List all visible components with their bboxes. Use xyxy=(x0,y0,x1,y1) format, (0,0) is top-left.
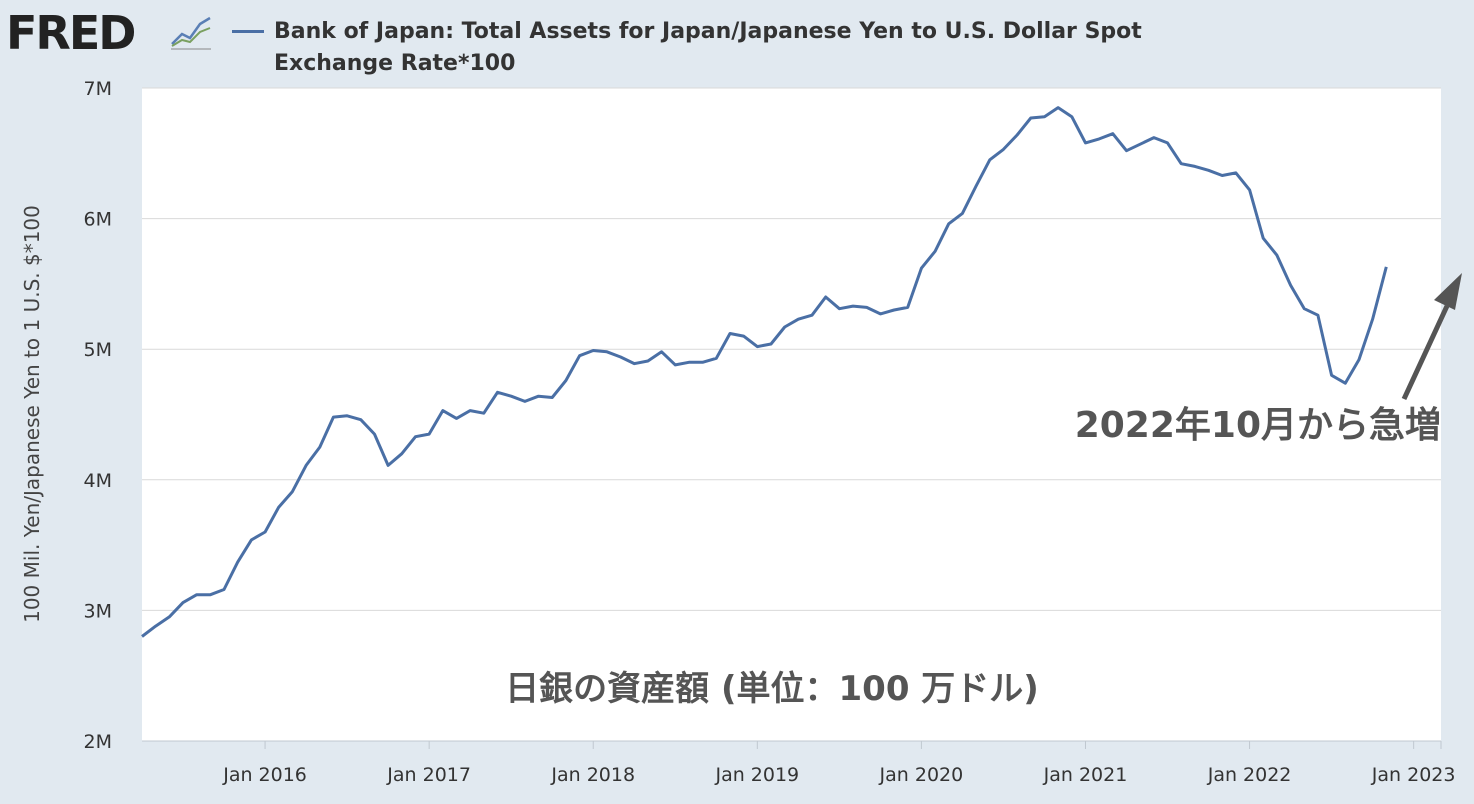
y-tick-label: 3M xyxy=(84,600,112,622)
y-tick-label: 7M xyxy=(84,78,112,100)
x-tick-label: Jan 2020 xyxy=(879,764,964,786)
series-line xyxy=(141,106,1388,638)
annotation-increase: 2022年10月から急増 xyxy=(1075,405,1441,446)
annotation-units: 日銀の資産額 (単位：100 万ドル) xyxy=(505,669,1039,709)
x-tick-label: Jan 2017 xyxy=(386,764,471,786)
y-tick-label: 2M xyxy=(84,731,112,753)
x-tick-label: Jan 2019 xyxy=(714,764,799,786)
x-tick-label: Jan 2016 xyxy=(222,764,307,786)
plot-area xyxy=(142,88,1441,741)
chart-title: Bank of Japan: Total Assets for Japan/Ja… xyxy=(274,19,1142,76)
x-tick-label: Jan 2023 xyxy=(1371,764,1456,786)
x-tick-label: Jan 2021 xyxy=(1043,764,1128,786)
y-tick-label: 4M xyxy=(84,470,112,492)
annotation-arrowhead xyxy=(1434,273,1462,310)
chart-line-icon xyxy=(170,12,212,50)
y-tick-label: 5M xyxy=(84,339,112,361)
y-tick-label: 6M xyxy=(84,209,112,231)
legend-swatch xyxy=(232,30,264,33)
annotation-arrow xyxy=(1401,304,1450,401)
x-tick-label: Jan 2018 xyxy=(550,764,635,786)
x-tick-label: Jan 2022 xyxy=(1207,764,1292,786)
fred-logo[interactable]: FRED xyxy=(6,6,136,60)
